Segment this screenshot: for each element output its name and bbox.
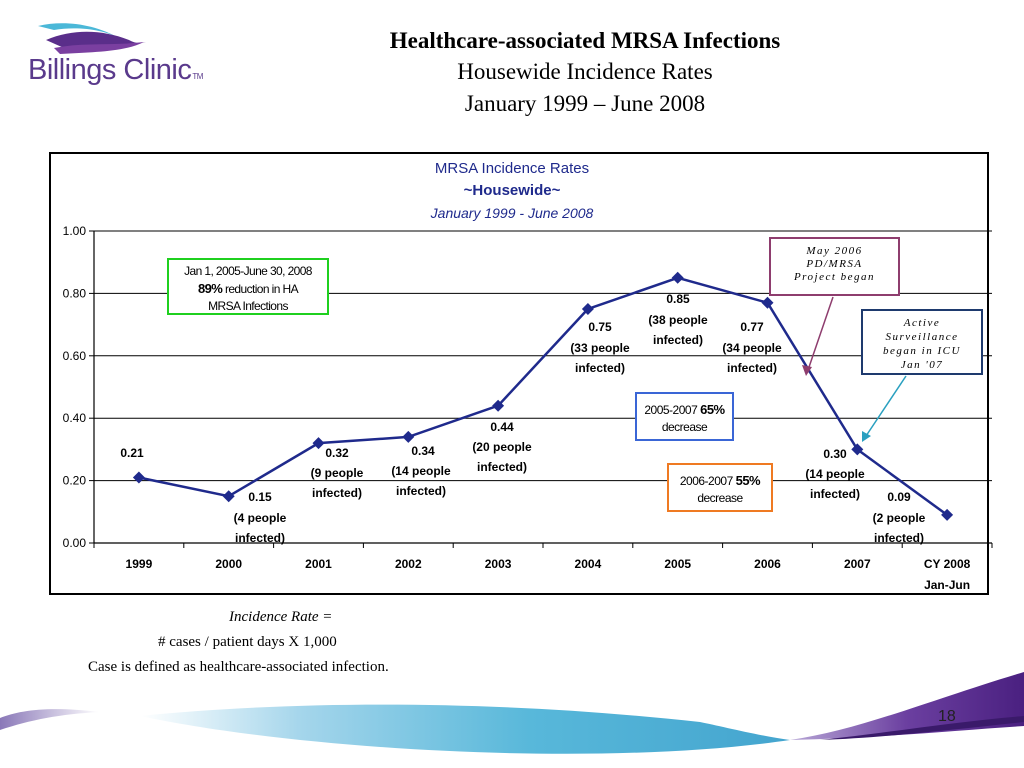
- data-point-marker: [671, 271, 684, 284]
- decrease-2005-2007-callout: 2005-2007 65% decrease: [635, 392, 734, 441]
- data-value-label: 0.75: [588, 320, 612, 334]
- data-case-label: (33 people: [570, 341, 630, 355]
- logo-swoosh-icon: [38, 23, 146, 54]
- y-tick-label: 0.60: [63, 349, 87, 363]
- data-value-label: 0.77: [740, 320, 764, 334]
- x-tick-label: 2000: [215, 557, 242, 571]
- data-value-label: 0.85: [666, 292, 690, 306]
- data-case-label: infected): [653, 333, 703, 347]
- slide-date-range: January 1999 – June 2008: [464, 91, 706, 116]
- y-tick-label: 1.00: [63, 224, 87, 238]
- slide-subtitle: Housewide Incidence Rates: [457, 59, 713, 84]
- data-point-marker: [492, 399, 505, 412]
- data-value-label: 0.34: [411, 444, 435, 458]
- slide-title: Healthcare-associated MRSA Infections: [389, 28, 781, 53]
- data-case-label: (34 people: [722, 341, 782, 355]
- surveillance-arrow: [865, 375, 907, 437]
- y-tick-label: 0.20: [63, 474, 87, 488]
- logo-wordmark: Billings ClinicTM: [28, 54, 203, 86]
- data-value-label: 0.32: [325, 446, 349, 460]
- data-point-marker: [312, 437, 325, 450]
- project-began-callout: May 2006 PD/MRSA Project began: [769, 237, 900, 296]
- chart-period: January 1999 - June 2008: [430, 205, 594, 221]
- x-tick-label: 1999: [126, 557, 153, 571]
- project-began-arrowhead: [802, 365, 812, 376]
- data-point-marker: [851, 443, 864, 456]
- y-tick-label: 0.40: [63, 411, 87, 425]
- data-case-label: infected): [874, 531, 924, 545]
- data-value-label: 0.09: [887, 490, 911, 504]
- data-case-label: (14 people: [391, 464, 451, 478]
- reduction-callout: Jan 1, 2005-June 30, 2008 89% reduction …: [167, 258, 329, 315]
- data-case-label: (4 people: [234, 511, 287, 525]
- incidence-rate-label: Incidence Rate =: [229, 609, 333, 625]
- x-tick-label: 2001: [305, 557, 332, 571]
- data-case-label: infected): [810, 487, 860, 501]
- data-case-label: infected): [312, 486, 362, 500]
- case-definition: Case is defined as healthcare-associated…: [88, 659, 389, 675]
- data-case-label: (2 people: [873, 511, 926, 525]
- data-point-marker: [222, 490, 235, 503]
- data-value-label: 0.44: [490, 420, 514, 434]
- footer-swoosh-decoration: [0, 672, 1024, 754]
- y-tick-label: 0.80: [63, 286, 87, 300]
- data-case-label: infected): [477, 460, 527, 474]
- page-number: 18: [938, 708, 956, 725]
- series-line: [138, 276, 948, 516]
- data-point-marker: [941, 508, 954, 521]
- x-tick-label: 2002: [395, 557, 422, 571]
- data-case-label: (14 people: [805, 467, 865, 481]
- data-case-label: (38 people: [648, 313, 708, 327]
- data-point-marker: [132, 471, 145, 484]
- data-case-label: infected): [235, 531, 285, 545]
- data-case-label: (9 people: [311, 466, 364, 480]
- chart-subtitle: ~Housewide~: [463, 182, 561, 199]
- data-value-label: 0.30: [823, 447, 847, 461]
- x-tick-label: CY 2008: [924, 557, 971, 571]
- x-tick-label: 2005: [664, 557, 691, 571]
- chart-title: MRSA Incidence Rates: [434, 160, 590, 177]
- data-case-label: infected): [727, 361, 777, 375]
- data-point-marker: [761, 296, 774, 309]
- data-case-label: infected): [396, 484, 446, 498]
- active-surveillance-callout: Active Surveillance began in ICU Jan '07: [861, 309, 983, 375]
- chart-frame: [49, 152, 989, 595]
- data-point-marker: [581, 303, 594, 315]
- x-tick-label: 2007: [844, 557, 871, 571]
- data-point-marker: [402, 430, 415, 443]
- surveillance-arrowhead: [862, 431, 871, 442]
- data-case-label: (20 people: [472, 440, 532, 454]
- billings-clinic-logo: [24, 18, 214, 98]
- data-case-label: infected): [575, 361, 625, 375]
- x-tick-label: 2003: [485, 557, 512, 571]
- x-tick-label: 2004: [575, 557, 602, 571]
- x-tick-label: Jan-Jun: [924, 578, 970, 592]
- x-tick-label: 2006: [754, 557, 781, 571]
- decrease-2006-2007-callout: 2006-2007 55% decrease: [667, 463, 773, 512]
- incidence-rate-formula: # cases / patient days X 1,000: [158, 634, 337, 650]
- y-tick-label: 0.00: [63, 536, 87, 550]
- slide-title-block: Healthcare-associated MRSA Infections Ho…: [240, 26, 930, 120]
- data-value-label: 0.21: [120, 446, 144, 460]
- data-value-label: 0.15: [248, 490, 272, 504]
- project-began-arrow: [807, 296, 834, 371]
